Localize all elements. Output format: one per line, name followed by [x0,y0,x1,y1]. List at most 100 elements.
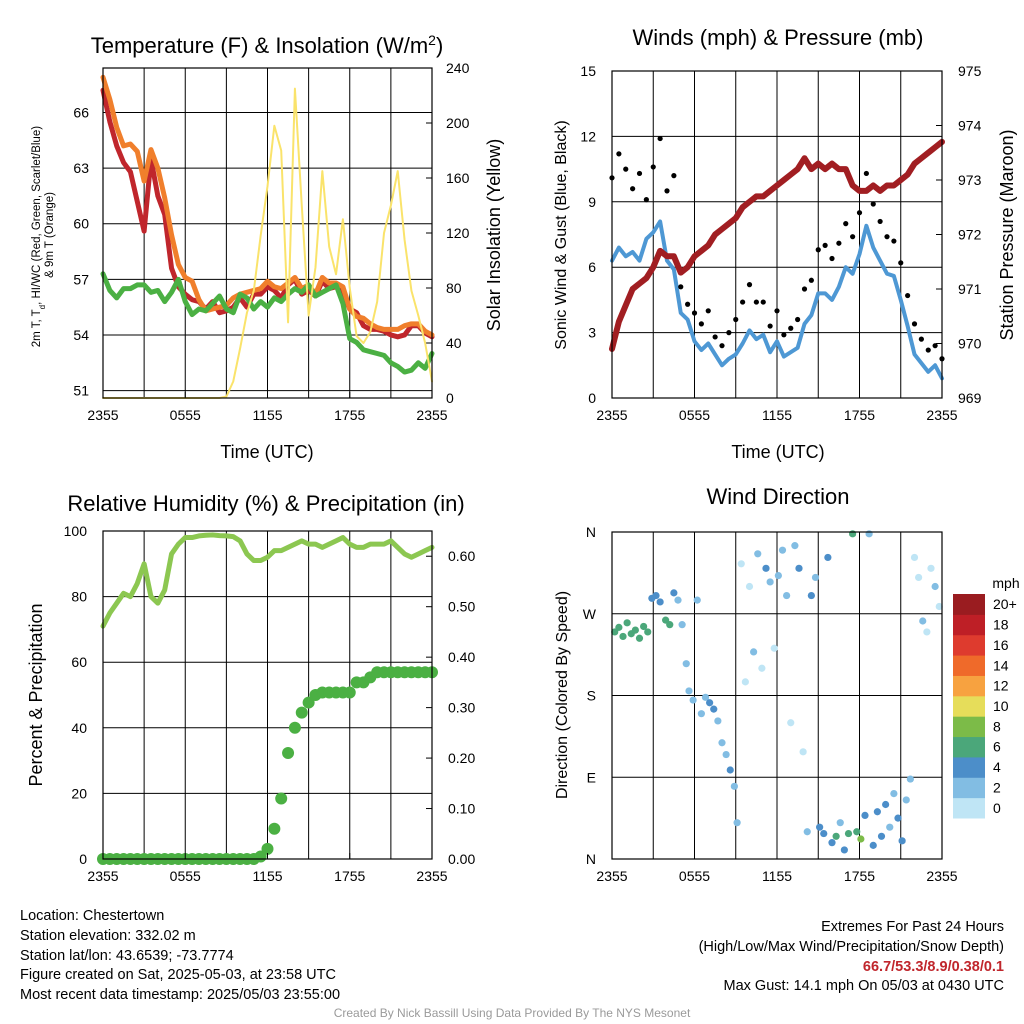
wind-y2-tick: 971 [958,281,982,297]
gust-point [795,316,801,323]
humidity-panel: Relative Humidity (%) & Precipitation (i… [26,491,475,884]
direction-point [869,841,877,849]
dir-y-tick: N [586,524,596,540]
gust-point [733,316,739,323]
precip-point [275,792,288,805]
direction-point [619,632,627,641]
direction-point [615,623,623,631]
temp-y2-tick: 160 [446,170,470,186]
wind-x-tick: 1755 [844,407,875,423]
speed-colorbar: mph 0 2 4 6 8 10 12 14 16 18 20+ [953,575,1020,819]
direction-point [640,622,648,631]
gust-point [650,164,656,170]
precip-point [261,842,274,855]
direction-point [820,829,828,838]
colorbar-label: 12 [993,678,1009,694]
wind-plot-area: 0 3 6 9 12 15 969 970 971 972 973 974 975 2355 0555 115… [580,63,981,423]
rh-y-tick: 100 [64,523,88,539]
direction-point [902,796,910,804]
gust-point [746,282,753,288]
colorbar-swatch [953,777,985,799]
direction-point [656,598,664,606]
temp-y-label-line2: & 9m T (Orange) [44,192,56,278]
rh-y-label-left: Percent & Precipitation [26,603,46,786]
direction-point [774,572,782,580]
gust-point [808,277,814,283]
colorbar-swatch [953,695,985,717]
direction-point [906,775,914,783]
direction-point [685,687,693,695]
direction-point [849,530,857,538]
precip-point [343,686,356,699]
wind-x-tick: 0555 [679,407,710,423]
wind-y-tick: 0 [588,390,596,406]
temp-y-tick: 57 [73,271,89,287]
gust-point [911,321,918,327]
direction-point [666,621,674,629]
temp-y2-tick: 240 [446,60,470,76]
gust-point [836,240,842,246]
location-text: Location: Chestertown [20,908,165,924]
direction-point [927,564,935,572]
colorbar-label: 16 [993,637,1009,653]
elevation-text: Station elevation: 332.02 m [20,927,196,944]
direction-point [697,710,705,718]
temp-y-tick: 54 [73,327,89,343]
temp-y-tick: 63 [73,160,89,176]
rh-y-tick: 60 [71,654,87,670]
rh-x-tick: 0555 [170,868,201,884]
direction-point [919,617,927,625]
direction-point [706,699,714,707]
gust-point [712,334,718,340]
precip-point [282,747,295,760]
gust-point [753,299,759,305]
direction-point [701,693,710,701]
colorbar-swatch [953,634,985,656]
temp-x-tick: 2355 [416,407,447,423]
precip-point [288,721,301,734]
rh-y2-tick: 0.60 [448,548,475,564]
dir-x-tick: 2355 [926,868,957,884]
extremes-info: Extremes For Past 24 Hours (High/Low/Max… [699,918,1004,997]
direction-point [670,589,678,597]
gust-point [678,284,684,290]
wind-x-tick: 2355 [596,407,627,423]
extremes-values: 66.7/53.3/8.9/0.38/0.1 [862,958,1004,975]
direction-point [631,626,639,634]
temp-title: Temperature (F) & Insolation (W/m2) [91,32,444,58]
temp-series-1 [100,74,435,338]
dir-x-tick: 1755 [844,868,875,884]
rh-y-tick: 0 [79,851,87,867]
direction-point [931,582,939,591]
rh-y-tick: 20 [71,785,87,801]
rh-x-tick: 1155 [252,868,282,884]
wind-title: Winds (mph) & Pressure (mb) [633,25,924,50]
direction-point [714,717,722,725]
rh-y2-tick: 0.00 [448,851,475,867]
gust-point [870,201,876,207]
temp-y-tick: 60 [73,216,89,232]
wind-y-tick: 9 [588,194,596,210]
dir-title: Wind Direction [706,484,849,509]
rh-y2-tick: 0.30 [448,700,475,716]
wind-x-label: Time (UTC) [731,442,824,462]
direction-point [795,564,803,572]
gust-point [636,170,643,177]
colorbar-label: 20+ [993,596,1017,612]
wind-panel: Winds (mph) & Pressure (mb) 0 3 6 9 12 15 969 9… [553,25,1017,462]
temp-y2-tick: 120 [446,225,470,241]
direction-point [730,782,738,790]
direction-point [861,811,869,820]
direction-point [644,628,652,636]
temp-y2-tick: 200 [446,115,470,131]
gust-point [918,336,924,342]
rh-x-tick: 2355 [416,868,447,884]
rh-y2-tick: 0.10 [448,801,475,817]
gust-point [671,173,677,179]
temperature-panel: Temperature (F) & Insolation (W/m2) 51 54… [31,32,504,462]
direction-point [811,573,820,582]
wind-y2-tick: 974 [958,118,982,134]
direction-point [886,823,894,831]
direction-point [865,530,873,538]
